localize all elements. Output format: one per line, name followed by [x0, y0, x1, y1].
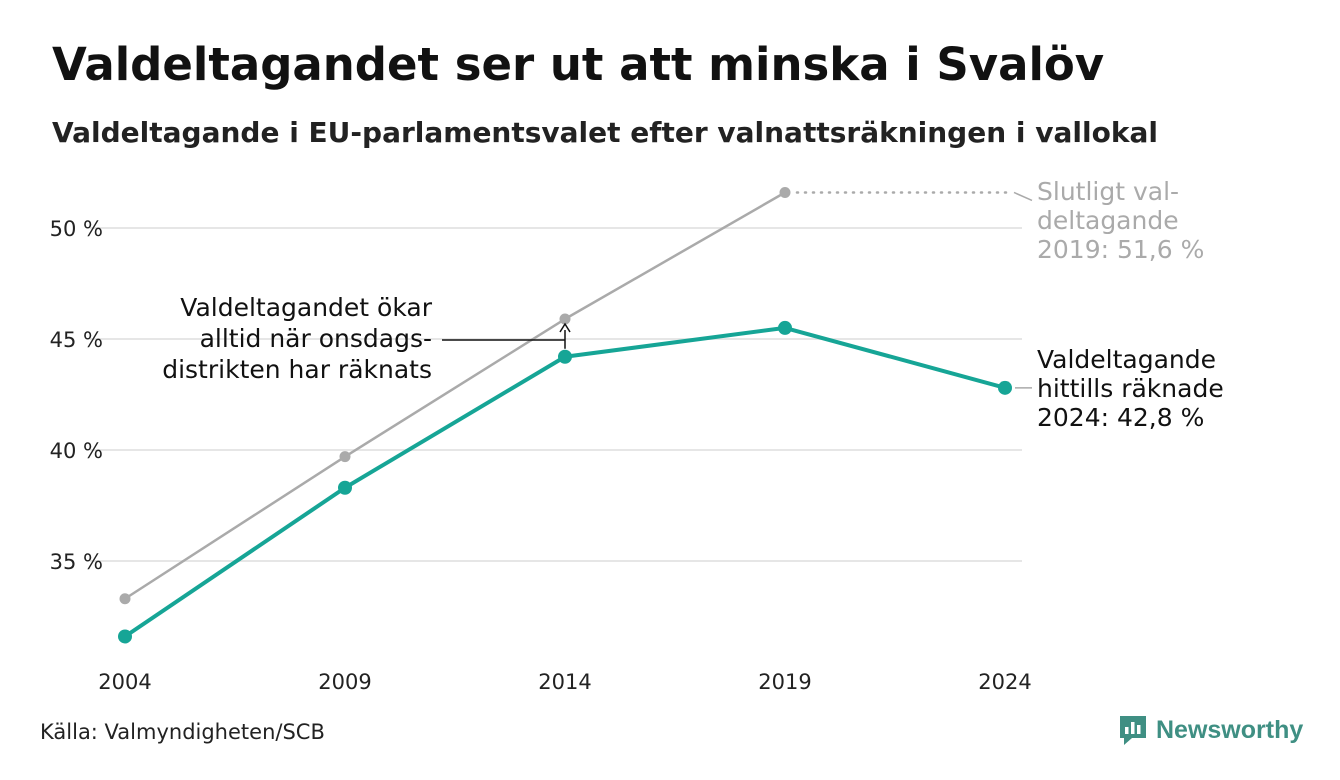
y-tick-label: 40 %: [50, 439, 103, 463]
data-point-counted: [998, 380, 1012, 395]
x-tick-label: 2004: [98, 670, 151, 694]
line-chart: 35 % 40 % 45 % 50 % 2004 2009 2014 2019 2024 Sl…: [50, 177, 1224, 694]
data-point-final: [779, 186, 791, 198]
note-line: Valdeltagandet ökar: [180, 293, 432, 322]
data-point-counted: [558, 349, 572, 364]
series-line-final: [123, 191, 787, 600]
y-tick-label: 35 %: [50, 550, 103, 574]
counted-label-line: Valdeltagande: [1037, 345, 1216, 374]
chart-title: Valdeltagandet ser ut att minska i Svalö…: [52, 38, 1105, 91]
data-point-counted: [118, 629, 132, 644]
final-label-connector: [1013, 191, 1033, 202]
x-tick-label: 2014: [538, 670, 591, 694]
x-tick-label: 2019: [758, 670, 811, 694]
final-label-line: deltagande: [1037, 206, 1179, 235]
x-axis-ticks: 2004 2009 2014 2019 2024: [98, 670, 1031, 694]
note-line: alltid när onsdags-: [200, 324, 432, 353]
y-axis-ticks: 35 % 40 % 45 % 50 %: [50, 217, 103, 574]
final-label-line: 2019: 51,6 %: [1037, 235, 1204, 264]
counted-label-line: 2024: 42,8 %: [1037, 403, 1204, 432]
x-tick-label: 2024: [978, 670, 1031, 694]
data-point-counted: [338, 480, 352, 495]
data-point-final: [559, 313, 571, 325]
note-line: distrikten har räknats: [162, 355, 432, 384]
brand-logo: Newsworthy: [1118, 714, 1303, 746]
counted-label-line: hittills räknade: [1037, 374, 1224, 403]
newsworthy-icon: [1120, 716, 1146, 745]
data-point-final: [119, 593, 131, 605]
brand-name: Newsworthy: [1156, 715, 1304, 744]
source-note: Källa: Valmyndigheten/SCB: [40, 720, 325, 744]
chart-subtitle: Valdeltagande i EU-parlamentsvalet efter…: [52, 116, 1158, 149]
data-point-counted: [778, 320, 792, 335]
final-label-line: Slutligt val-: [1037, 177, 1179, 206]
y-tick-label: 50 %: [50, 217, 103, 241]
note-arrow-head: [559, 322, 571, 333]
data-point-final: [339, 451, 351, 463]
grid-lines: [90, 227, 1022, 562]
series: [118, 186, 1012, 644]
x-tick-label: 2009: [318, 670, 371, 694]
y-tick-label: 45 %: [50, 328, 103, 352]
